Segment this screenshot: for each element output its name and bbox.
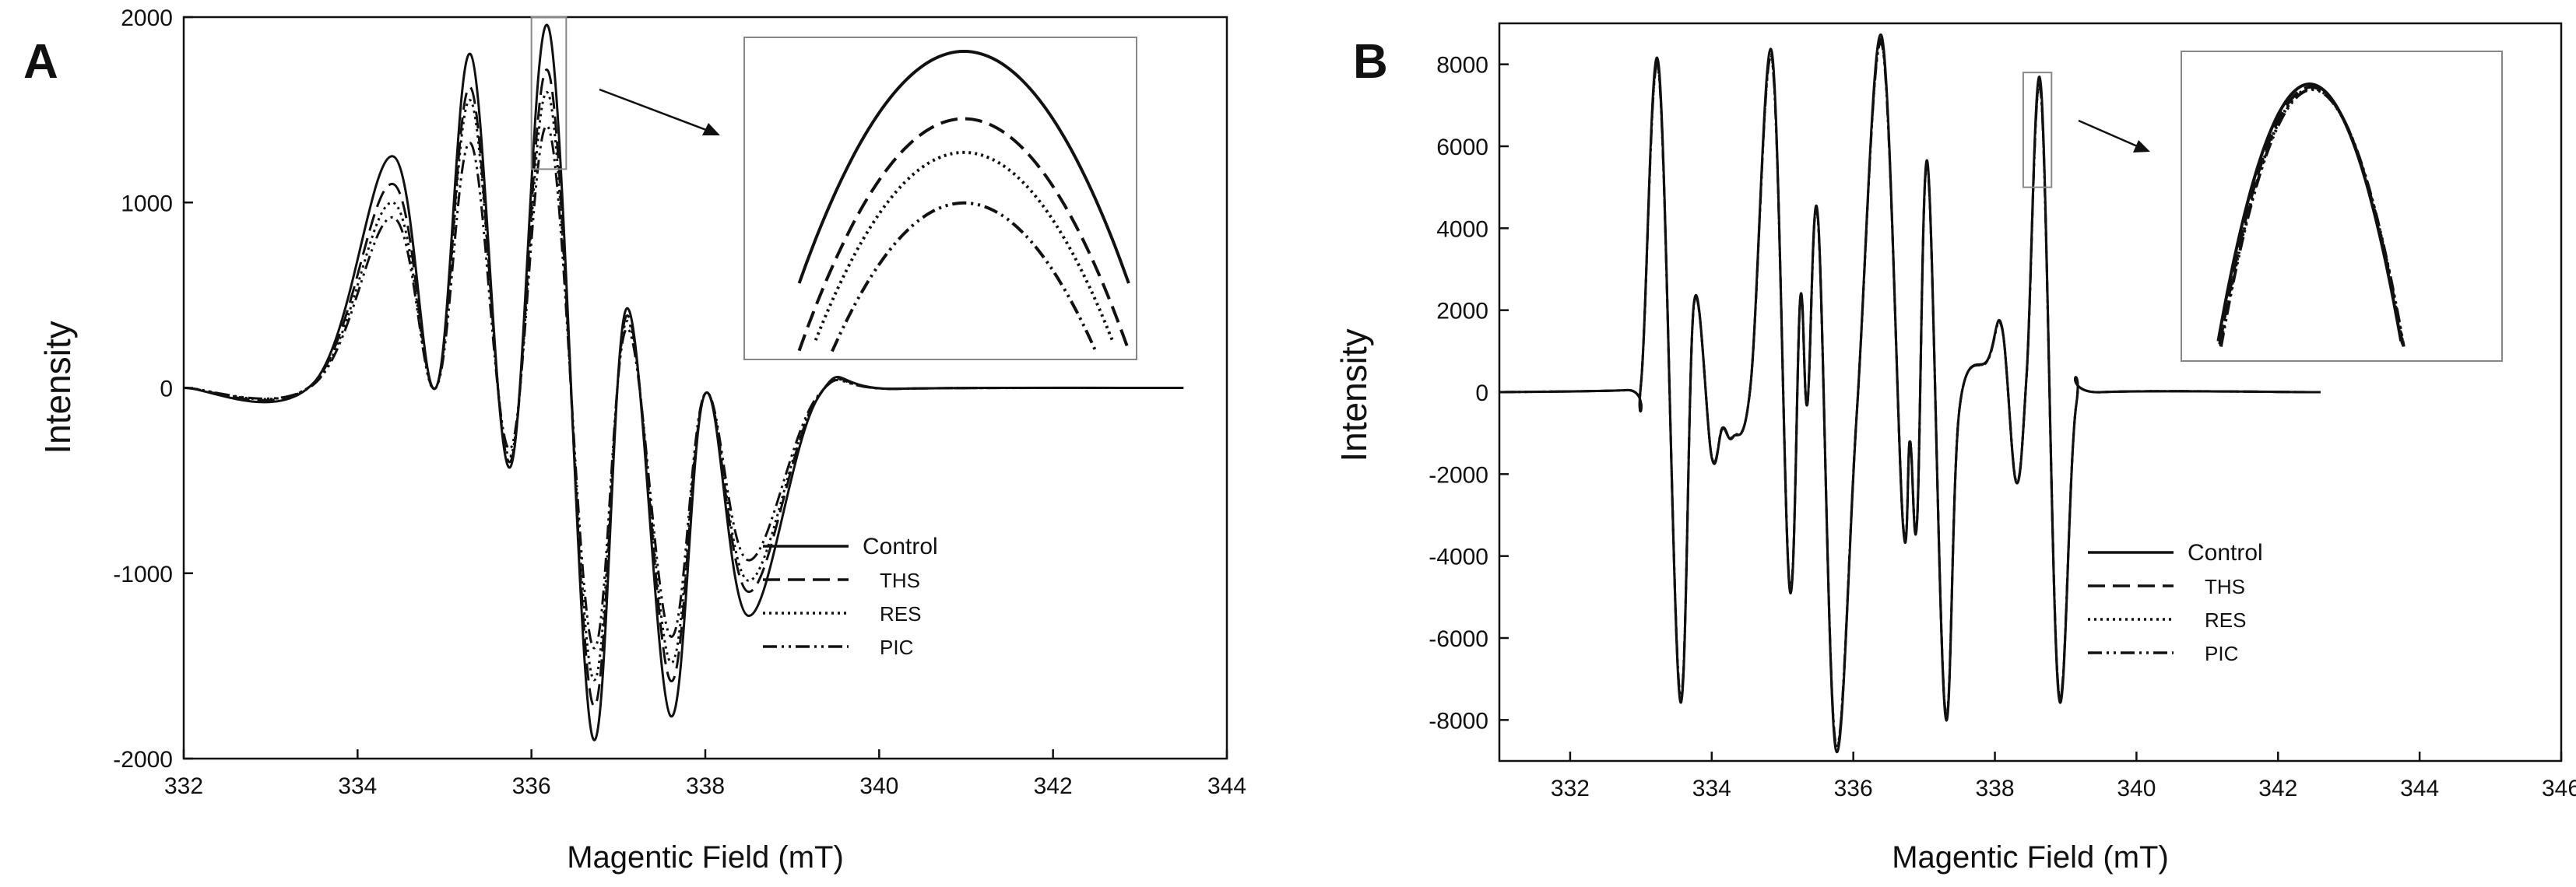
y-tick-label: -1000 <box>113 562 173 587</box>
panel-a-x-axis-label: Magentic Field (mT) <box>567 840 844 875</box>
panel-a-inset-frame <box>743 37 1137 360</box>
panel-b: B -8000-6000-4000-200002000400060008000 … <box>1334 22 2576 875</box>
panel-b-x-ticks: 332 334 336 338 340 342 344 346 <box>1551 752 2576 801</box>
y-tick-label: 0 <box>160 377 173 402</box>
legend-label-ths: THS <box>2205 575 2245 598</box>
x-tick-label: 344 <box>1207 773 1246 799</box>
legend-label-pic: PIC <box>2205 642 2238 665</box>
x-tick-label: 332 <box>1551 776 1590 801</box>
x-tick-label: 340 <box>859 773 898 799</box>
panel-b-x-axis-label: Magentic Field (mT) <box>1892 840 2169 875</box>
panel-b-inset-frame <box>2181 51 2503 362</box>
x-tick-label: 346 <box>2542 776 2576 801</box>
panel-a-zoom-region-box <box>530 16 568 170</box>
legend-label-control: Control <box>2188 540 2263 566</box>
panel-b-series <box>1499 33 2321 753</box>
panel-a-x-ticks: 332 334 336 338 340 342 344 <box>164 749 1246 799</box>
inset-curve-pic <box>831 201 1098 352</box>
legend-label-res: RES <box>880 602 921 626</box>
inset-curve-ths <box>2218 85 2405 345</box>
y-tick-label: 0 <box>1475 380 1488 406</box>
y-tick-label: 6000 <box>1436 135 1488 160</box>
x-tick-label: 344 <box>2400 776 2439 801</box>
inset-curve-control <box>797 49 1130 284</box>
y-tick-label: -2000 <box>1429 462 1488 488</box>
x-tick-label: 342 <box>2258 776 2297 801</box>
panel-b-zoom-arrowhead <box>2133 140 2150 153</box>
panel-b-letter: B <box>1353 35 1388 89</box>
y-tick-label: -4000 <box>1429 545 1488 570</box>
panel-a-inset-curves <box>797 49 1130 352</box>
panel-a-letter: A <box>23 35 58 89</box>
inset-curve-pic <box>2219 87 2406 347</box>
y-tick-label: -2000 <box>113 747 173 773</box>
panel-b-zoom-arrow <box>2078 119 2142 149</box>
panel-a-legend: Control THS RES PIC <box>763 534 938 659</box>
panel-a-zoom-arrow <box>599 88 713 134</box>
y-tick-label: 2000 <box>121 5 173 31</box>
y-tick-label: -8000 <box>1429 708 1488 734</box>
inset-curve-res <box>814 150 1114 342</box>
y-tick-label: 8000 <box>1436 53 1488 79</box>
x-tick-label: 332 <box>164 773 203 799</box>
panel-b-inset-curves <box>2216 82 2406 347</box>
panel-b-zoom-region-box <box>2022 72 2053 188</box>
x-tick-label: 340 <box>2117 776 2156 801</box>
x-tick-label: 338 <box>1976 776 2015 801</box>
panel-a-zoom-arrowhead <box>702 123 720 135</box>
legend-label-res: RES <box>2205 608 2246 632</box>
panel-a-series <box>183 23 1184 742</box>
y-tick-label: 1000 <box>121 191 173 216</box>
panel-b-legend: Control THS RES PIC <box>2088 540 2263 665</box>
panel-a-y-ticks: -2000 -1000 0 1000 2000 <box>113 5 193 773</box>
inset-curve-ths <box>797 117 1130 352</box>
legend-label-control: Control <box>863 534 938 559</box>
y-tick-label: -6000 <box>1429 626 1488 652</box>
x-tick-label: 336 <box>1834 776 1873 801</box>
y-tick-label: 2000 <box>1436 299 1488 324</box>
x-tick-label: 336 <box>512 773 551 799</box>
panel-b-y-ticks: -8000 -6000 -4000 -2000 0 2000 4000 6000 8000 <box>1429 53 1509 734</box>
legend-label-pic: PIC <box>880 636 913 659</box>
x-tick-label: 334 <box>1692 776 1731 801</box>
series-line-control <box>1499 33 2321 753</box>
series-line-pic <box>183 124 1184 650</box>
legend-label-ths: THS <box>880 569 920 592</box>
y-tick-label: 4000 <box>1436 216 1488 242</box>
x-tick-label: 338 <box>686 773 725 799</box>
panel-b-y-axis-label: Intensity <box>1334 328 1374 461</box>
panel-a: A -2000 -1000 0 1000 2000 332 334 336 338 340 342… <box>23 5 1246 875</box>
series-line-control <box>183 23 1184 742</box>
panel-a-y-axis-label: Intensity <box>37 321 78 454</box>
x-tick-label: 334 <box>338 773 377 799</box>
x-tick-label: 342 <box>1034 773 1073 799</box>
